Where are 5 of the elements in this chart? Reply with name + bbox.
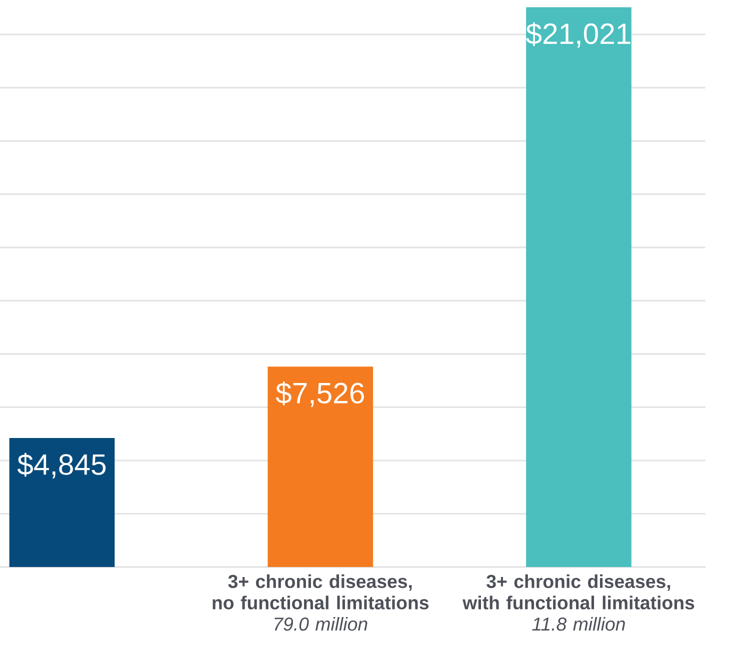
data-label: $4,845 <box>17 452 106 478</box>
x-tick-label: 3+ chronic diseases, with functional limitations 11.8 million <box>462 574 694 631</box>
data-label: $7,526 <box>276 382 364 407</box>
x-tick-label: 3+ chronic diseases, no functional limitations 79.0 million <box>212 574 429 631</box>
data-label: $21,021 <box>526 22 630 48</box>
